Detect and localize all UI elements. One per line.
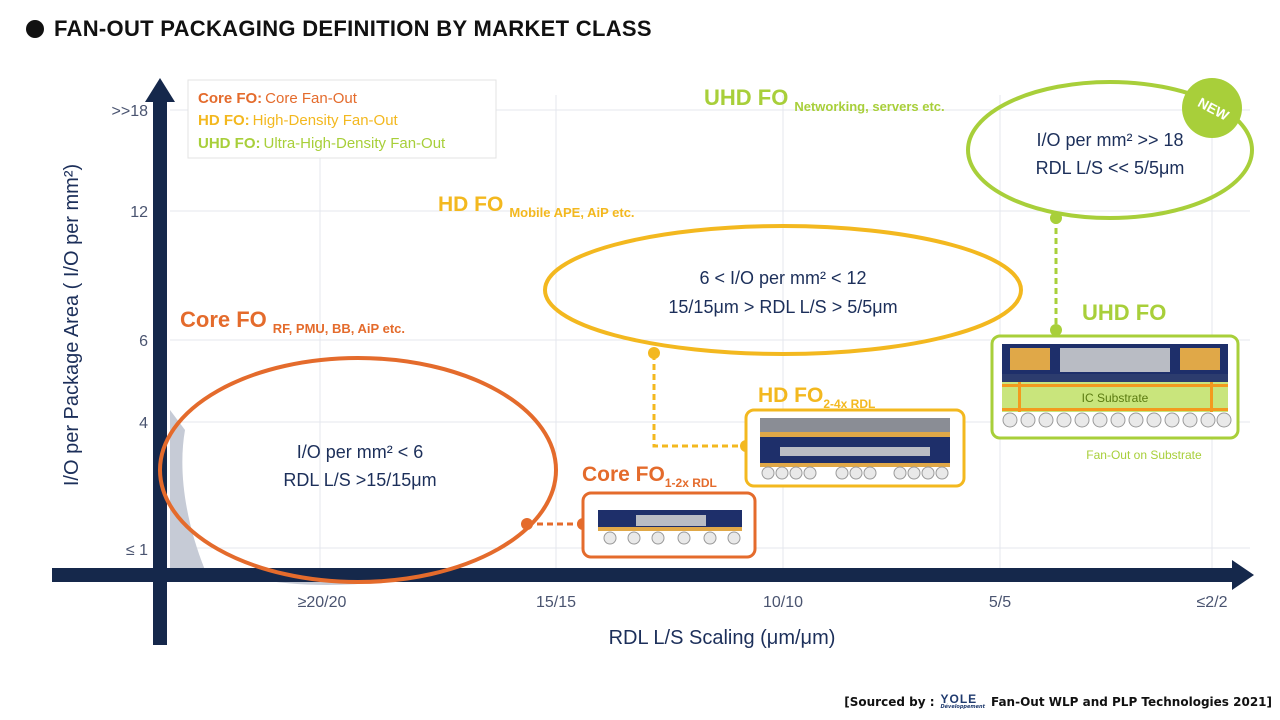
uhd-pkg-label: UHD FO: [1082, 300, 1166, 325]
ic-substrate-label: IC Substrate: [1082, 391, 1149, 405]
y-tick: >>18: [112, 103, 149, 120]
yole-logo: YOLE Développement: [940, 692, 985, 710]
y-shade: [170, 410, 205, 570]
core-fo-group: Core FO RF, PMU, BB, AiP etc. I/O per mm²…: [158, 307, 757, 584]
x-tick: ≥20/20: [298, 594, 347, 611]
y-tick: ≤ 1: [126, 542, 148, 559]
y-tick: 4: [139, 415, 148, 432]
uhd-fo-group: UHD FO Networking, servers etc. NEW I/O p…: [704, 78, 1254, 462]
source-prefix: [Sourced by :: [844, 694, 935, 709]
core-connector-dot: [521, 518, 533, 530]
core-pkg-label: Core FO1-2x RDL: [582, 463, 717, 490]
hd-pkg-label: HD FO2-4x RDL: [758, 384, 875, 411]
x-axis-label: RDL L/S Scaling (μm/μm): [609, 627, 836, 649]
legend-item-core: Core FO: Core Fan-Out: [198, 90, 358, 107]
uhd-connector-dot: [1050, 324, 1062, 336]
x-tick: 5/5: [989, 594, 1011, 611]
core-bubble-line2: RDL L/S >15/15μm: [283, 470, 436, 490]
fan-out-on-substrate-caption: Fan-Out on Substrate: [1086, 448, 1202, 462]
uhd-bubble-line1: I/O per mm² >> 18: [1036, 130, 1183, 150]
legend-item-uhd: UHD FO: Ultra-High-Density Fan-Out: [198, 135, 446, 152]
hd-bubble-line1: 6 < I/O per mm² < 12: [699, 268, 866, 288]
page-title: FAN-OUT PACKAGING DEFINITION BY MARKET C…: [26, 16, 652, 42]
x-tick: ≤2/2: [1196, 594, 1227, 611]
axes: [52, 78, 1254, 645]
legend-item-hd: HD FO: High-Density Fan-Out: [198, 112, 399, 129]
new-badge: [1182, 78, 1242, 138]
core-fo-bubble: [158, 356, 558, 584]
uhd-fo-bubble: [966, 80, 1254, 220]
hd-fo-bubble: [543, 224, 1023, 356]
y-axis-label: I/O per Package Area ( I/O per mm²): [61, 164, 83, 486]
hd-fo-heading: HD FO Mobile APE, AiP etc.: [438, 193, 635, 220]
core-bubble-line1: I/O per mm² < 6: [297, 442, 424, 462]
core-package-illustration: [598, 510, 742, 545]
source-citation: [Sourced by : YOLE Développement Fan-Out…: [844, 693, 1272, 710]
uhd-fo-heading: UHD FO Networking, servers etc.: [704, 85, 945, 114]
uhd-connector-dot: [1050, 212, 1062, 224]
y-tick: 6: [139, 333, 148, 350]
hd-fo-group: HD FO Mobile APE, AiP etc. 6 < I/O per mm…: [438, 193, 1023, 488]
bullet-icon: [26, 20, 44, 38]
y-tick: 12: [130, 204, 148, 221]
source-text: Fan-Out WLP and PLP Technologies 2021]: [990, 694, 1272, 709]
core-fo-heading: Core FO RF, PMU, BB, AiP etc.: [180, 307, 405, 336]
title-text: FAN-OUT PACKAGING DEFINITION BY MARKET C…: [54, 16, 652, 41]
hd-package-illustration: [760, 418, 950, 480]
hd-connector: [652, 354, 746, 448]
x-tick: 10/10: [763, 594, 803, 611]
uhd-package-illustration: [1002, 344, 1232, 428]
hd-connector-dot: [648, 347, 660, 359]
hd-bubble-line2: 15/15μm > RDL L/S > 5/5μm: [668, 297, 897, 317]
legend: Core FO: Core Fan-Out HD FO: High-Density …: [187, 79, 497, 159]
x-tick: 15/15: [536, 594, 576, 611]
uhd-bubble-line2: RDL L/S << 5/5μm: [1036, 158, 1185, 178]
